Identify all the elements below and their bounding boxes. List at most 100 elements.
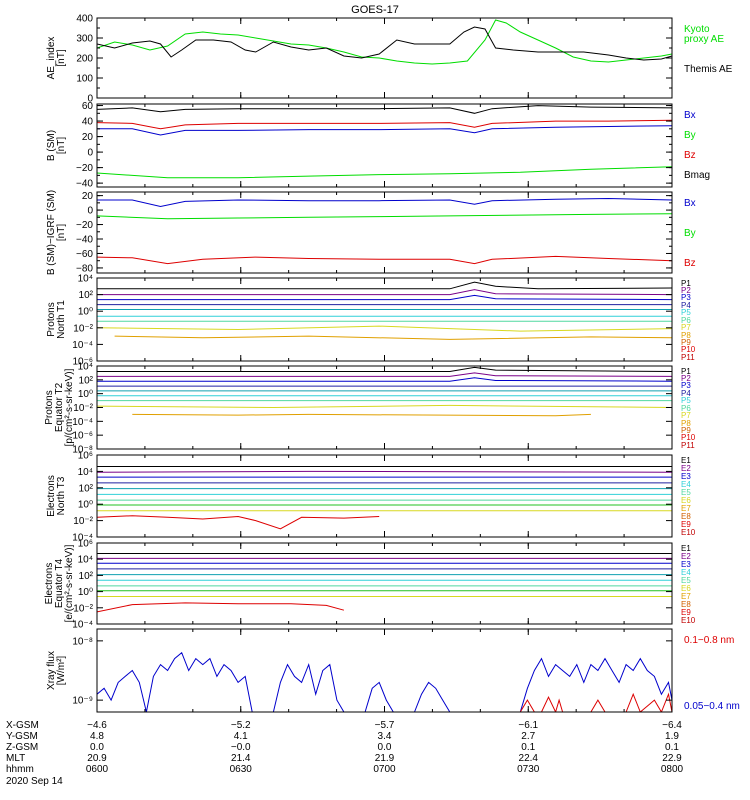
- y-tick-label: −60: [76, 249, 93, 260]
- y-axis-label: North T3: [56, 476, 67, 515]
- y-tick-label: 10²: [79, 571, 94, 582]
- legend-entry: E5: [681, 488, 691, 497]
- series-line-0-05-0-4-nm: [97, 651, 672, 712]
- panel-5-series: [97, 366, 672, 417]
- legend-entry: Themis AE: [684, 64, 733, 75]
- legend-entry: E5: [681, 576, 691, 585]
- row-value: 0.0: [378, 742, 392, 753]
- row-value: −5.7: [375, 720, 395, 731]
- y-axis-label: [nT]: [56, 137, 67, 154]
- row-value: 4.8: [90, 731, 104, 742]
- panel-2-series: [97, 105, 672, 179]
- series-line-themis-ae: [97, 26, 672, 61]
- panel-3-series: [97, 197, 672, 265]
- panel-4: 10⁻⁶ 10⁻⁴ 10⁻² 10⁰ 10² 10⁴ Protons North T1 P1P2…: [46, 274, 696, 368]
- row-value: −4.6: [87, 720, 107, 731]
- panel-2: −40 −20 0 20 40 60 B (SM) [nT] Bx By Bz Bmag: [46, 101, 710, 190]
- legend-entry: proxy AE: [684, 34, 724, 45]
- legend-entry: E10: [681, 528, 696, 537]
- legend-entry: P9: [681, 338, 691, 347]
- legend-entry: E3: [681, 472, 691, 481]
- y-axis-label: AE_index: [46, 37, 57, 80]
- y-tick-label: 10⁻²: [73, 516, 93, 527]
- y-axis-label: North T1: [56, 300, 67, 339]
- y-axis-label: B (SM)−IGRF (SM): [46, 190, 57, 275]
- series-line-p1: [97, 366, 672, 372]
- y-tick-label: 0: [87, 94, 93, 105]
- row-value: −5.2: [231, 720, 251, 731]
- y-tick-label: 10⁴: [78, 467, 93, 478]
- legend-entry: P8: [681, 419, 691, 428]
- legend-entry: E6: [681, 496, 691, 505]
- y-tick-label: 10⁻²: [73, 323, 93, 334]
- series-line-by: [97, 213, 672, 220]
- y-tick-label: 10⁻⁴: [72, 533, 93, 544]
- row-value: 22.4: [519, 753, 539, 764]
- panel-5-frame: [96, 365, 673, 450]
- y-tick-label: 200: [76, 54, 93, 65]
- row-value: 2.7: [521, 731, 535, 742]
- panel-3: −80 −60 −40 −20 0 20 B (SM)−IGRF (SM) [nT] Bx By B…: [46, 190, 696, 275]
- figure-title: GOES-17: [351, 4, 399, 16]
- panel-1-frame: [96, 17, 673, 99]
- panel-8-series: [97, 651, 672, 712]
- row-value: 4.1: [234, 731, 248, 742]
- y-axis-label: Protons: [44, 390, 55, 424]
- y-tick-label: 10⁻⁸: [72, 445, 93, 456]
- legend-entry: P6: [681, 404, 691, 413]
- panel-3-frame: [96, 191, 673, 274]
- y-tick-label: 10⁻⁴: [72, 417, 93, 428]
- legend-entry: By: [684, 130, 696, 141]
- y-tick-label: 60: [82, 101, 94, 112]
- series-line-e10: [97, 515, 380, 530]
- legend-entry: E2: [681, 464, 691, 473]
- y-tick-label: 10⁰: [78, 389, 93, 400]
- series-line-p8: [97, 404, 672, 409]
- row-value: 0600: [86, 764, 109, 775]
- legend-entry: E6: [681, 584, 691, 593]
- y-tick-label: 10⁴: [78, 362, 93, 373]
- legend-entry: P3: [681, 381, 691, 390]
- series-line-bz: [97, 255, 672, 265]
- y-tick-label: −20: [76, 163, 93, 174]
- y-axis-label: Xray flux: [46, 651, 57, 690]
- y-tick-label: 40: [82, 117, 94, 128]
- row-value: 22.9: [662, 753, 682, 764]
- y-tick-label: 10⁰: [78, 587, 93, 598]
- y-axis-label: [nT]: [56, 49, 67, 66]
- row-value: 0700: [373, 764, 396, 775]
- legend-entry: Kyoto: [684, 24, 710, 35]
- y-tick-label: 100: [76, 74, 93, 85]
- y-tick-label: −40: [76, 179, 93, 190]
- series-line-p3: [97, 294, 672, 301]
- legend-entry: P3: [681, 293, 691, 302]
- legend-entry: E7: [681, 504, 691, 513]
- row-label: Y-GSM: [6, 731, 38, 742]
- legend-entry: E1: [681, 456, 691, 465]
- legend-entry: P2: [681, 374, 691, 383]
- y-tick-label: 400: [76, 14, 93, 25]
- legend-entry: E9: [681, 608, 691, 617]
- legend-entry: P9: [681, 426, 691, 435]
- y-axis-label: B (SM): [46, 130, 57, 161]
- legend-entry: P8: [681, 331, 691, 340]
- row-value: 0.1: [521, 742, 535, 753]
- y-tick-label: 10⁻⁶: [72, 431, 93, 442]
- legend-entry: P11: [681, 441, 695, 450]
- y-tick-label: 10²: [79, 375, 94, 386]
- y-tick-label: 0: [87, 148, 93, 159]
- legend-entry: Bmag: [684, 170, 710, 181]
- y-tick-label: 300: [76, 34, 93, 45]
- row-value: 0.1: [665, 742, 679, 753]
- y-axis-label: Equator T2: [54, 382, 65, 432]
- y-tick-label: 10⁻²: [73, 603, 93, 614]
- series-line-bx: [97, 197, 672, 208]
- row-value: 0800: [661, 764, 684, 775]
- legend-entry: P7: [681, 323, 691, 332]
- row-value: 20.9: [87, 753, 107, 764]
- y-tick-label: 10²: [79, 290, 94, 301]
- series-line-p8: [97, 325, 672, 332]
- row-value: 0.0: [90, 742, 104, 753]
